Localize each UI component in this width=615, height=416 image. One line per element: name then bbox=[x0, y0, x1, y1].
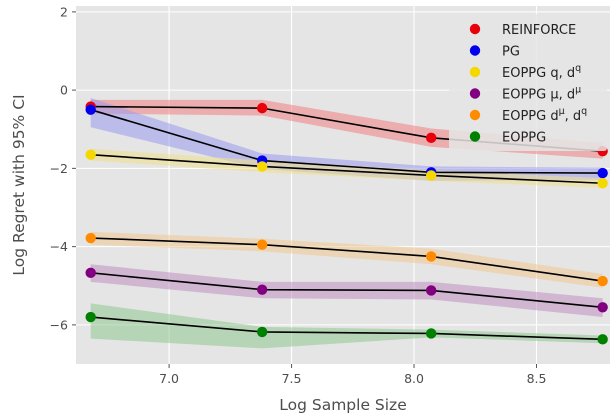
data-point bbox=[256, 239, 268, 250]
legend-marker bbox=[469, 23, 481, 35]
series-line bbox=[90, 108, 603, 174]
data-point bbox=[256, 284, 268, 295]
data-point bbox=[597, 275, 608, 287]
data-point bbox=[256, 102, 268, 114]
y-tick-label: 0 bbox=[60, 83, 68, 98]
y-axis-label: Log Regret with 95% CI bbox=[10, 94, 28, 275]
data-point bbox=[85, 104, 96, 115]
legend-marker bbox=[469, 66, 481, 78]
data-point bbox=[597, 302, 608, 313]
x-axis-ticks: 7.0 7.5 8.0 8.5 bbox=[159, 364, 546, 386]
legend-label: EOPPG q, dq bbox=[502, 63, 581, 81]
legend-label: REINFORCE bbox=[502, 23, 576, 38]
series-lines bbox=[90, 105, 603, 341]
y-tick-label: −2 bbox=[50, 161, 68, 176]
data-point bbox=[597, 178, 608, 189]
data-point bbox=[425, 328, 437, 339]
series-line bbox=[90, 153, 603, 185]
data-point bbox=[597, 334, 608, 345]
data-point bbox=[256, 326, 268, 338]
legend: REINFORCE PG EOPPG q, dq EOPPG μ, dμ EOPPG d… bbox=[449, 14, 607, 151]
data-point bbox=[425, 285, 437, 296]
x-tick-label: 7.0 bbox=[159, 371, 179, 386]
legend-marker bbox=[469, 131, 481, 142]
y-tick-label: −4 bbox=[50, 239, 68, 254]
data-point bbox=[425, 251, 437, 262]
x-tick-label: 7.5 bbox=[282, 371, 302, 386]
legend-box bbox=[449, 14, 607, 151]
legend-label: EOPPG bbox=[502, 131, 546, 146]
series-line bbox=[90, 316, 603, 341]
confidence-band bbox=[90, 303, 603, 349]
data-point bbox=[85, 267, 96, 279]
data-point bbox=[85, 149, 96, 160]
data-point bbox=[425, 170, 437, 181]
data-point bbox=[85, 311, 96, 323]
data-point bbox=[85, 232, 96, 244]
data-point bbox=[425, 132, 437, 144]
y-tick-label: −6 bbox=[50, 317, 68, 332]
data-point bbox=[256, 161, 268, 172]
confidence-band bbox=[90, 231, 603, 288]
legend-label: EOPPG dμ, dq bbox=[502, 106, 587, 124]
y-axis-ticks: 2 0 −2 −4 −6 bbox=[50, 4, 76, 332]
legend-marker bbox=[469, 45, 481, 56]
legend-marker bbox=[469, 88, 481, 99]
data-point bbox=[597, 167, 608, 179]
series-line bbox=[90, 272, 603, 309]
y-tick-label: 2 bbox=[60, 4, 68, 19]
legend-label: EOPPG μ, dμ bbox=[502, 85, 581, 103]
x-axis-label: Log Sample Size bbox=[279, 396, 406, 414]
x-tick-label: 8.5 bbox=[527, 371, 547, 386]
series-line bbox=[90, 237, 603, 282]
legend-marker bbox=[469, 109, 481, 121]
legend-label: PG bbox=[502, 45, 520, 60]
x-tick-label: 8.0 bbox=[404, 371, 424, 386]
